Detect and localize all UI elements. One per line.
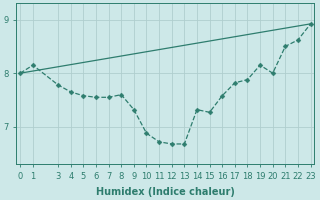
X-axis label: Humidex (Indice chaleur): Humidex (Indice chaleur) <box>96 187 235 197</box>
